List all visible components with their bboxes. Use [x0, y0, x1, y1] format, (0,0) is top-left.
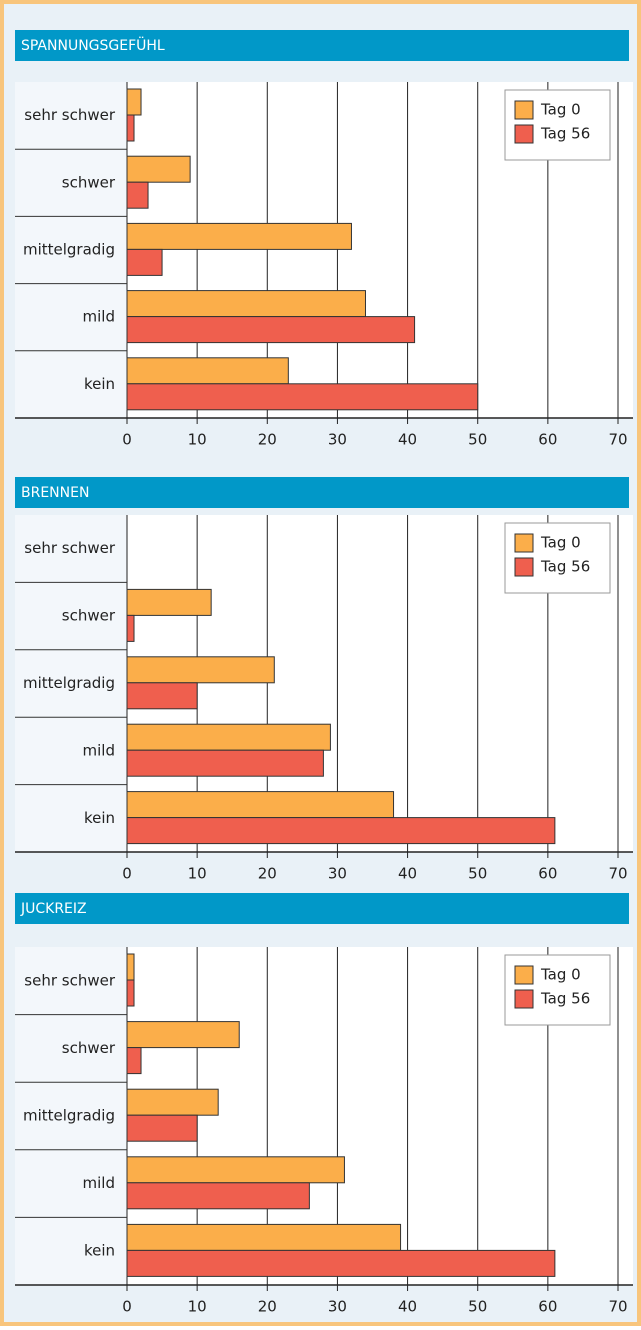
bar — [126, 1156, 345, 1184]
x-tick-label: 0 — [122, 865, 132, 883]
x-tick-label: 30 — [328, 1298, 347, 1316]
x-tick-label: 70 — [608, 431, 627, 449]
x-tick-label: 60 — [538, 1298, 557, 1316]
bar — [126, 749, 324, 777]
legend-swatch — [514, 100, 534, 120]
bar — [126, 1223, 402, 1251]
legend-swatch — [514, 533, 534, 553]
bar — [126, 979, 135, 1007]
bar — [126, 155, 191, 183]
x-tick-label: 50 — [468, 1298, 487, 1316]
x-tick-label: 20 — [258, 431, 277, 449]
x-tick-label: 50 — [468, 431, 487, 449]
bar — [126, 248, 163, 276]
header — [15, 30, 629, 61]
bar — [126, 181, 149, 209]
x-tick-label: 70 — [608, 1298, 627, 1316]
y-tick-label: mittelgradig — [23, 241, 115, 259]
label-column — [15, 515, 127, 852]
x-tick-label: 70 — [608, 865, 627, 883]
bar — [126, 614, 135, 642]
y-tick-label: kein — [84, 809, 115, 827]
x-tick-label: 10 — [188, 1298, 207, 1316]
x-tick-label: 10 — [188, 431, 207, 449]
y-tick-label: mild — [83, 1174, 115, 1192]
y-tick-label: schwer — [62, 173, 116, 191]
bar — [126, 290, 366, 318]
x-tick-label: 30 — [328, 431, 347, 449]
legend-label: Tag 0 — [540, 966, 581, 984]
bar — [126, 222, 352, 250]
x-tick-label: 20 — [258, 865, 277, 883]
y-tick-label: schwer — [62, 607, 116, 625]
legend-label: Tag 0 — [540, 534, 581, 552]
legend-label: Tag 0 — [540, 101, 581, 119]
header — [15, 477, 629, 508]
legend-label: Tag 56 — [540, 558, 590, 576]
y-tick-label: kein — [84, 1242, 115, 1260]
legend-swatch — [514, 965, 534, 985]
x-tick-label: 60 — [538, 431, 557, 449]
bar — [126, 682, 198, 710]
bar — [126, 817, 556, 845]
y-tick-label: sehr schwer — [24, 539, 116, 557]
label-column — [15, 82, 127, 418]
bar — [126, 953, 135, 981]
x-tick-label: 0 — [122, 1298, 132, 1316]
bar — [126, 383, 479, 411]
bar — [126, 88, 142, 116]
x-tick-label: 20 — [258, 1298, 277, 1316]
x-tick-label: 30 — [328, 865, 347, 883]
bar — [126, 588, 212, 616]
bar — [126, 791, 395, 819]
legend-label: Tag 56 — [540, 990, 590, 1008]
y-tick-label: sehr schwer — [24, 971, 116, 989]
bar — [126, 114, 135, 142]
bar — [126, 1088, 219, 1116]
y-tick-label: sehr schwer — [24, 106, 116, 124]
x-tick-label: 60 — [538, 865, 557, 883]
chart-title: JUCKREIZ — [20, 901, 87, 917]
legend-swatch — [514, 557, 534, 577]
chart-title: SPANNUNGSGEFÜHL — [21, 36, 165, 54]
x-tick-label: 40 — [398, 431, 417, 449]
y-tick-label: mild — [83, 308, 115, 326]
bar — [126, 1047, 142, 1075]
x-tick-label: 50 — [468, 865, 487, 883]
y-tick-label: schwer — [62, 1039, 116, 1057]
y-tick-label: kein — [84, 375, 115, 393]
legend-swatch — [514, 124, 534, 144]
bar — [126, 723, 331, 751]
y-tick-label: mild — [83, 741, 115, 759]
bar — [126, 1114, 198, 1142]
chart-title: BRENNEN — [21, 485, 89, 501]
bar — [126, 656, 275, 684]
header — [15, 893, 629, 924]
bar — [126, 357, 289, 385]
x-tick-label: 40 — [398, 865, 417, 883]
bar — [126, 1021, 240, 1049]
x-tick-label: 0 — [122, 431, 132, 449]
x-tick-label: 40 — [398, 1298, 417, 1316]
bar — [126, 1182, 310, 1210]
y-tick-label: mittelgradig — [23, 674, 115, 692]
y-tick-label: mittelgradig — [23, 1107, 115, 1125]
label-column — [15, 947, 127, 1285]
legend-label: Tag 56 — [540, 125, 590, 143]
legend-swatch — [514, 989, 534, 1009]
bar — [126, 316, 416, 344]
bar — [126, 1249, 556, 1277]
x-tick-label: 10 — [188, 865, 207, 883]
